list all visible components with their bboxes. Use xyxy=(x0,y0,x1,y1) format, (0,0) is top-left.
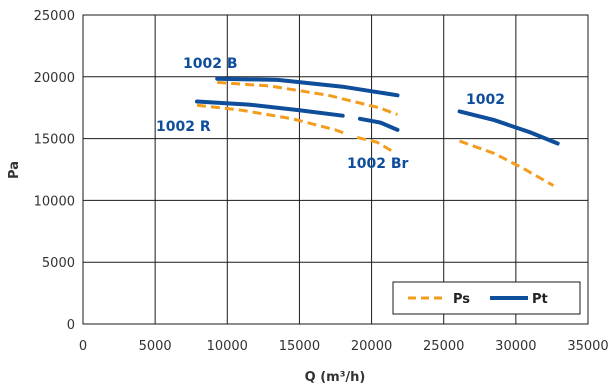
legend: Ps Pt xyxy=(392,281,581,315)
series-1002-br-ps-line xyxy=(356,135,393,153)
series-1002-pt-line xyxy=(457,109,560,146)
x-axis-title: Q (m³/h) xyxy=(305,370,366,385)
curve-labels: 1002 B 1002 R 1002 Br 1002 xyxy=(156,56,505,172)
series-1002-br-pt-line xyxy=(358,116,400,132)
curve-label-1002-b: 1002 B xyxy=(183,56,238,72)
x-tick-label: 35000 xyxy=(567,339,608,354)
series-1002-b-pt-line xyxy=(215,76,400,98)
x-tick-label: 10000 xyxy=(207,339,248,354)
x-tick-label: 25000 xyxy=(423,339,464,354)
series-1002-ps-line xyxy=(459,139,555,187)
y-axis-title: Pa xyxy=(7,161,22,179)
plot-area-border xyxy=(82,14,589,325)
curve-label-1002-r: 1002 R xyxy=(156,119,211,135)
y-tick-label: 0 xyxy=(67,318,75,333)
x-tick-label: 0 xyxy=(79,339,87,354)
series-1002-b-ps-line xyxy=(217,80,399,116)
x-tick-label: 15000 xyxy=(279,339,320,354)
series-1002-r-ps-line xyxy=(196,103,347,136)
legend-pt-label: Pt xyxy=(532,292,548,307)
curve-label-1002-br: 1002 Br xyxy=(347,156,409,172)
y-tick-label: 10000 xyxy=(34,194,75,209)
x-tick-label: 20000 xyxy=(351,339,392,354)
legend-ps-label: Ps xyxy=(453,292,470,307)
y-tick-label: 5000 xyxy=(42,256,75,271)
series-1002-r-pt-line xyxy=(195,99,345,118)
legend-box xyxy=(392,281,581,315)
y-tick-label: 25000 xyxy=(34,9,75,24)
y-tick-label: 15000 xyxy=(34,133,75,148)
grid xyxy=(82,14,589,325)
series-group xyxy=(195,76,560,187)
y-tick-label: 20000 xyxy=(34,71,75,86)
curve-label-1002: 1002 xyxy=(466,92,505,108)
x-tick-label: 30000 xyxy=(495,339,536,354)
x-tick-label: 5000 xyxy=(139,339,172,354)
tick-labels: 0 5000 10000 15000 20000 25000 30000 35000 0 5000… xyxy=(34,9,609,354)
